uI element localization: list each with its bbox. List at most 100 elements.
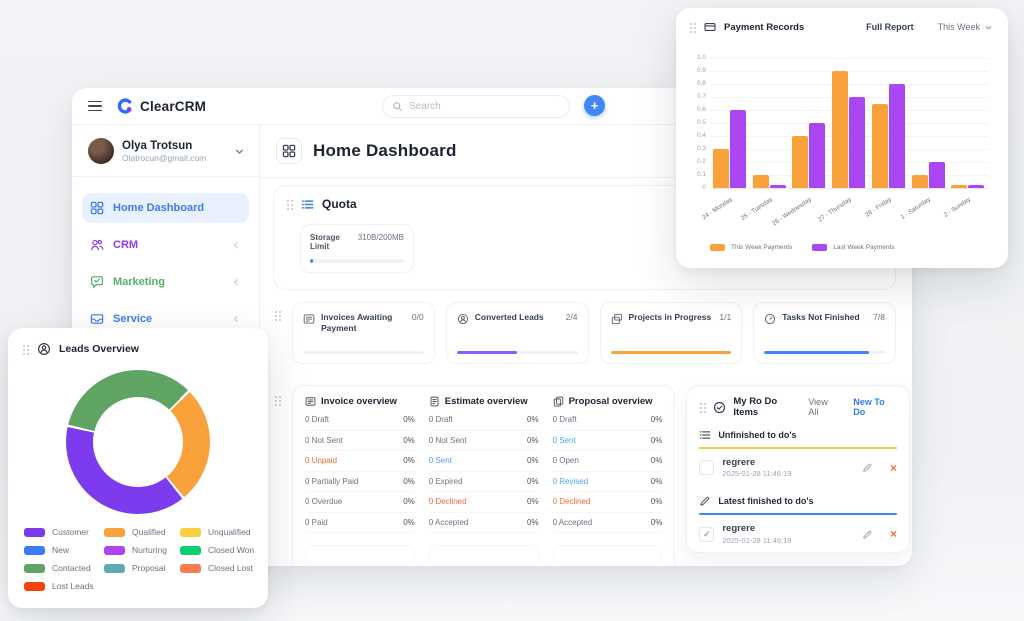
- full-report-link[interactable]: Full Report: [866, 22, 914, 32]
- drag-handle[interactable]: [286, 198, 293, 210]
- leads-person-icon: [37, 342, 51, 356]
- legend-swatch: [812, 244, 828, 251]
- stat-card-projects-in-progress[interactable]: Projects in Progress 1/1: [599, 302, 743, 364]
- overview-row[interactable]: 0 Open 0%: [552, 451, 663, 472]
- todo-item: ✓ regrere 2025-01-28 11:46:19 ×: [699, 515, 897, 550]
- copy-pages-icon: [553, 396, 564, 407]
- overview-row-value: 0%: [403, 456, 415, 466]
- sidebar-item-marketing[interactable]: Marketing: [82, 267, 249, 297]
- stat-value: 2/4: [565, 312, 578, 322]
- sidebar-item-service[interactable]: Service: [82, 304, 249, 334]
- y-axis-tick: 0.8: [696, 80, 706, 87]
- hamburger-menu-icon[interactable]: [88, 100, 102, 112]
- overview-row-value: 0%: [403, 415, 415, 425]
- add-button[interactable]: +: [584, 95, 605, 116]
- view-all-link[interactable]: View All: [808, 397, 828, 417]
- new-todo-link[interactable]: New To Do: [853, 397, 885, 417]
- edit-pencil-icon[interactable]: [862, 529, 873, 540]
- drag-handle[interactable]: [689, 21, 696, 33]
- bar-last-week-payments: [888, 84, 905, 188]
- overview-title: Proposal overview: [568, 396, 653, 407]
- leads-legend-label: Nurturing: [132, 545, 167, 555]
- overview-row-label: 0 Partially Paid: [305, 476, 359, 486]
- page-title-row: Home Dashboard: [260, 125, 912, 178]
- overview-row-value: 0%: [527, 517, 539, 527]
- leads-legend-label: Contacted: [52, 563, 91, 573]
- overview-row[interactable]: 0 Draft 0%: [552, 410, 663, 431]
- overview-row[interactable]: 0 Not Sent 0%: [305, 431, 415, 451]
- overview-row[interactable]: 0 Draft 0%: [428, 410, 539, 431]
- overview-row-label: 0 Draft: [552, 415, 577, 425]
- stat-label: Projects in Progress: [628, 312, 712, 322]
- overview-row-label: 0 Not Sent: [305, 435, 343, 445]
- overview-row[interactable]: 0 Accepted 0%: [552, 513, 663, 533]
- leads-legend-swatch: [24, 527, 45, 537]
- leads-legend-item: Unqualified: [180, 527, 266, 537]
- overview-row[interactable]: 0 Draft 0%: [305, 410, 415, 431]
- search-input[interactable]: [409, 101, 529, 112]
- leads-legend-swatch: [104, 545, 125, 555]
- stat-card-converted-leads[interactable]: Converted Leads 2/4: [445, 302, 589, 364]
- stat-card-tasks-not-finished[interactable]: Tasks Not Finished 7/8: [753, 302, 896, 364]
- overview-row[interactable]: 0 Declined 0%: [552, 492, 663, 513]
- storage-limit-card: Storage Limit 310B/200MB: [300, 224, 414, 273]
- stat-value: 7/8: [873, 312, 885, 322]
- overview-row[interactable]: 0 Revised 0%: [552, 472, 663, 492]
- overview-row-label: 0 Sent: [428, 456, 452, 466]
- leads-legend-item: Customer: [24, 527, 104, 537]
- checkbox-unchecked[interactable]: [699, 460, 715, 476]
- overview-row[interactable]: 0 Partially Paid 0%: [305, 472, 415, 492]
- drag-handle[interactable]: [699, 401, 707, 413]
- overview-row[interactable]: 0 Unpaid 0%: [305, 451, 415, 472]
- overview-title: Estimate overview: [444, 396, 528, 407]
- sidebar-item-crm[interactable]: CRM: [82, 230, 249, 260]
- todo-item-text: regrere: [722, 457, 756, 468]
- overview-row[interactable]: 0 Declined 0%: [428, 492, 539, 513]
- week-range-select[interactable]: This Week: [938, 22, 993, 32]
- y-axis-tick: 0.5: [696, 119, 706, 126]
- sidebar-item-label: Marketing: [113, 276, 165, 288]
- overview-row-value: 0%: [403, 476, 415, 486]
- leads-legend-label: Lost Leads: [52, 581, 94, 591]
- delete-x-icon[interactable]: ×: [889, 460, 897, 475]
- user-profile[interactable]: Olya Trotsun Olatrocun@gmail.com: [72, 125, 259, 177]
- drag-handle[interactable]: [274, 395, 281, 406]
- leads-legend-item: New: [24, 545, 104, 555]
- overview-card: Invoice overview 0 Draft 0% 0 Not Sent 0% 0 U…: [292, 385, 676, 566]
- overview-row[interactable]: 0 Paid 0%: [305, 513, 415, 533]
- page-title: Home Dashboard: [313, 141, 457, 160]
- bar-this-week-payments: [911, 175, 928, 188]
- stat-label: Tasks Not Finished: [782, 312, 860, 322]
- chevron-left-icon: [231, 314, 241, 324]
- overview-row[interactable]: 0 Not Sent 0%: [428, 431, 539, 451]
- edit-pencil-icon[interactable]: [862, 462, 873, 473]
- y-axis-tick: 0.6: [696, 106, 706, 113]
- marketing-chat-icon: [90, 275, 104, 289]
- bar-last-week-payments: [849, 97, 866, 188]
- pen-icon: [699, 495, 711, 507]
- drag-handle[interactable]: [274, 310, 281, 321]
- leads-legend-swatch: [24, 581, 45, 591]
- overview-row[interactable]: 0 Sent 0%: [552, 431, 663, 451]
- search-box[interactable]: [382, 95, 570, 118]
- overview-row-value: 0%: [403, 497, 415, 507]
- overview-row[interactable]: 0 Expired 0%: [428, 472, 539, 492]
- list-lines-icon: [699, 429, 711, 441]
- leads-legend-label: New: [52, 545, 70, 555]
- overview-row-value: 0%: [650, 517, 663, 527]
- delete-x-icon[interactable]: ×: [889, 527, 897, 542]
- chevron-left-icon: [231, 240, 241, 250]
- overview-row-label: 0 Unpaid: [305, 456, 338, 466]
- checkbox-checked[interactable]: ✓: [699, 526, 715, 542]
- bar-this-week-payments: [871, 103, 888, 188]
- stat-card-invoices-awaiting-payment[interactable]: Invoices Awaiting Payment 0/0: [292, 302, 435, 364]
- overview-row[interactable]: 0 Sent 0%: [428, 451, 539, 472]
- overview-row-value: 0%: [650, 497, 663, 507]
- drag-handle[interactable]: [22, 343, 29, 355]
- y-axis-tick: 0.2: [696, 158, 706, 165]
- overview-row[interactable]: 0 Accepted 0%: [428, 513, 539, 533]
- app-header: ClearCRM +: [72, 88, 912, 125]
- leads-legend-label: Closed Won: [208, 545, 255, 555]
- sidebar-item-home-dashboard[interactable]: Home Dashboard: [82, 193, 249, 223]
- overview-row[interactable]: 0 Overdue 0%: [305, 492, 415, 513]
